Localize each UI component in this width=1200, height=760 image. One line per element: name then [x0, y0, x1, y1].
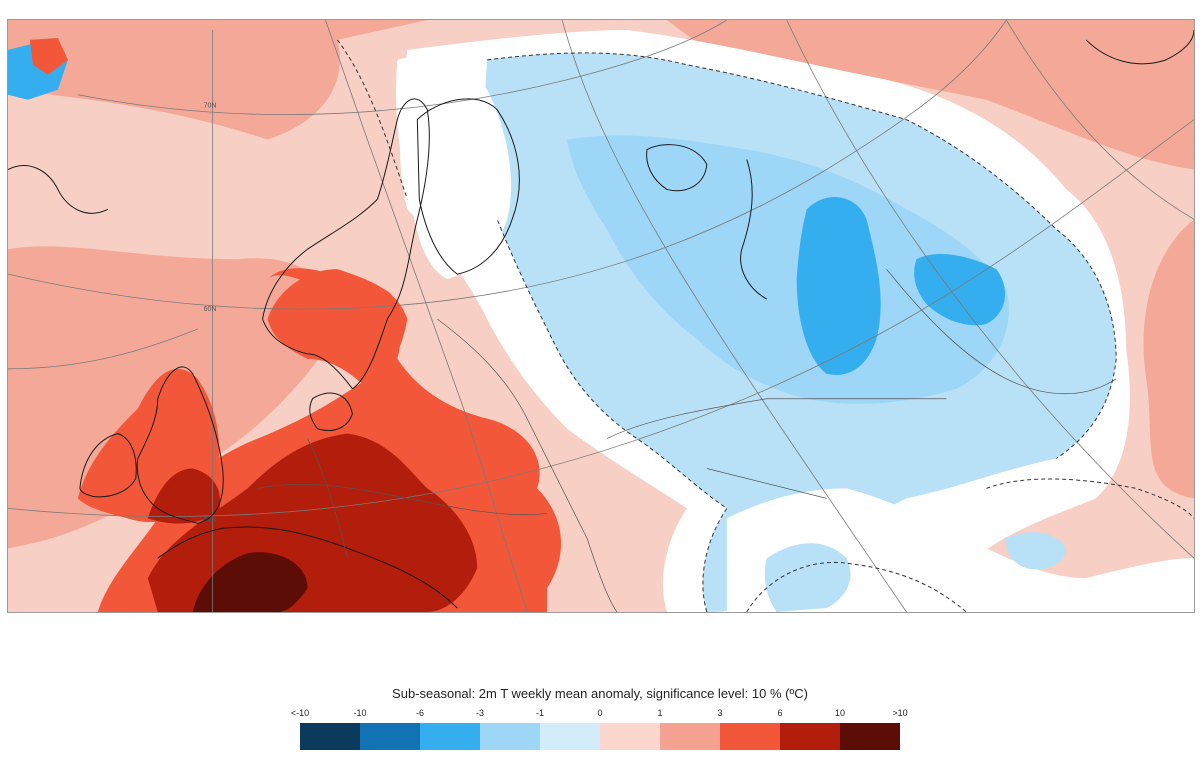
lat-label-70n: 70N — [204, 103, 217, 110]
tick-label: >10 — [892, 708, 908, 718]
uk-hot-zone — [147, 468, 221, 524]
continent-coast — [157, 526, 458, 609]
legend-swatch — [780, 723, 840, 750]
lake-ladoga — [646, 144, 708, 192]
tick-label: -3 — [475, 708, 485, 718]
lat-label-50n: 50N — [204, 516, 217, 523]
legend-swatch — [300, 723, 360, 750]
finland-neutral-zone — [396, 56, 512, 280]
greenland-warm-patch — [29, 37, 68, 75]
denmark-coast — [309, 392, 353, 431]
legend-swatch — [360, 723, 420, 750]
novaya-zemlya-coast — [1085, 29, 1194, 65]
legend-title: Sub-seasonal: 2m T weekly mean anomaly, … — [392, 686, 808, 701]
river-volga — [740, 159, 767, 300]
great-britain-coast — [136, 366, 224, 524]
southeast-cold-patches — [764, 532, 1067, 612]
legend-swatch — [540, 723, 600, 750]
finland-coast — [416, 98, 520, 275]
arctic-east-warm — [666, 20, 1194, 170]
tick-label: 1 — [657, 708, 663, 718]
north-atlantic-salmon — [8, 20, 428, 140]
tick-label: 0 — [597, 708, 603, 718]
tick-label: -1 — [535, 708, 545, 718]
east-edge-warm — [1143, 219, 1194, 499]
anomaly-map: 70N 60N 50N — [7, 19, 1195, 613]
legend-swatch — [660, 723, 720, 750]
country-borders — [257, 268, 1117, 612]
legend-tick-labels: <-10 -10 -6 -3 -1 0 1 3 6 10 >10 — [291, 708, 908, 722]
legend-swatch — [420, 723, 480, 750]
atlantic-warm-band — [8, 20, 348, 549]
tick-label: <-10 — [290, 708, 310, 718]
coastlines — [8, 29, 1194, 609]
legend-swatch — [480, 723, 540, 750]
legend-swatch — [840, 723, 900, 750]
france-extreme-zone — [192, 552, 308, 612]
iceland-coast — [8, 165, 109, 214]
significance-contours — [337, 39, 1194, 612]
volga-cold-core — [796, 197, 881, 376]
tick-label: 3 — [717, 708, 723, 718]
legend-swatch — [600, 723, 660, 750]
legend-swatch — [720, 723, 780, 750]
legend-color-bar — [300, 723, 900, 750]
russia-strong-cold-zone — [567, 135, 1009, 404]
tick-label: 6 — [777, 708, 783, 718]
scandinavia-coast — [262, 98, 430, 390]
ireland-coast — [79, 433, 137, 498]
tick-label: 10 — [834, 708, 846, 718]
tick-label: -6 — [415, 708, 425, 718]
tick-label: -10 — [353, 708, 367, 718]
lat-label-60n: 60N — [204, 306, 217, 313]
map-canvas: 70N 60N 50N — [8, 20, 1194, 612]
